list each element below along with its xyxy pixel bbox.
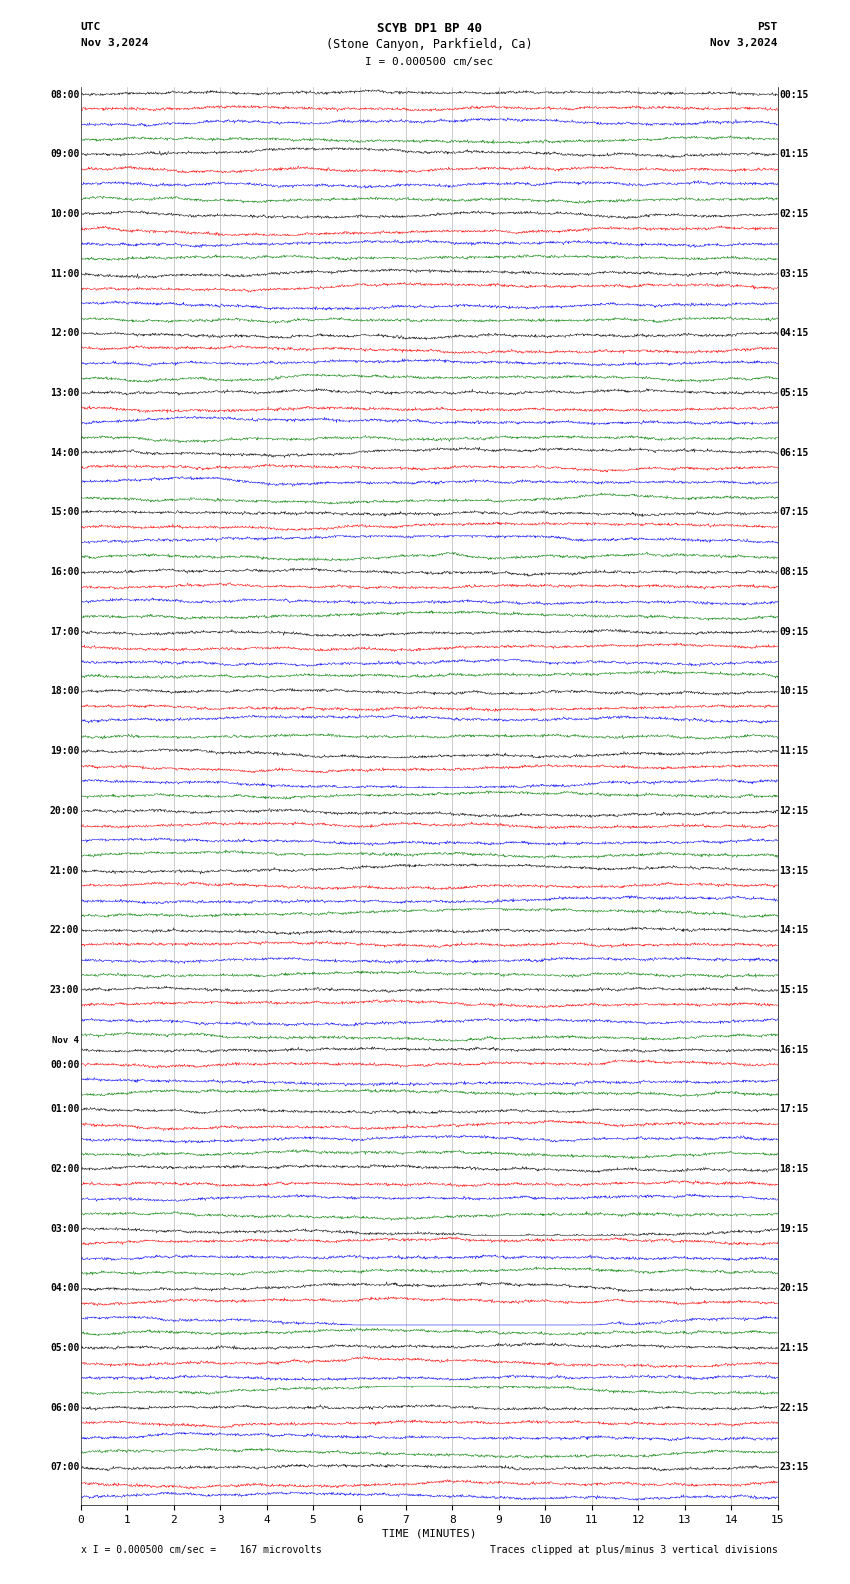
Text: 06:15: 06:15 <box>779 448 808 458</box>
Text: 15:15: 15:15 <box>779 985 808 995</box>
Text: 08:00: 08:00 <box>50 90 79 100</box>
Text: 16:15: 16:15 <box>779 1045 808 1055</box>
Text: 16:00: 16:00 <box>50 567 79 577</box>
Text: 07:00: 07:00 <box>50 1462 79 1473</box>
Text: 02:00: 02:00 <box>50 1164 79 1174</box>
Text: 12:00: 12:00 <box>50 328 79 339</box>
Text: 01:00: 01:00 <box>50 1104 79 1114</box>
Text: I = 0.000500 cm/sec: I = 0.000500 cm/sec <box>366 57 493 67</box>
Text: 15:00: 15:00 <box>50 507 79 518</box>
Text: 22:00: 22:00 <box>50 925 79 935</box>
Text: 04:15: 04:15 <box>779 328 808 339</box>
Text: Nov 3,2024: Nov 3,2024 <box>81 38 148 48</box>
Text: 06:00: 06:00 <box>50 1403 79 1413</box>
Text: 14:00: 14:00 <box>50 448 79 458</box>
Text: 19:15: 19:15 <box>779 1224 808 1234</box>
Text: 23:00: 23:00 <box>50 985 79 995</box>
Text: 05:15: 05:15 <box>779 388 808 398</box>
Text: Nov 3,2024: Nov 3,2024 <box>711 38 778 48</box>
Text: 11:00: 11:00 <box>50 269 79 279</box>
Text: x I = 0.000500 cm/sec =    167 microvolts: x I = 0.000500 cm/sec = 167 microvolts <box>81 1546 321 1555</box>
Text: SCYB DP1 BP 40: SCYB DP1 BP 40 <box>377 22 482 35</box>
Text: 17:15: 17:15 <box>779 1104 808 1114</box>
Text: 18:00: 18:00 <box>50 686 79 697</box>
Text: 13:00: 13:00 <box>50 388 79 398</box>
Text: 21:15: 21:15 <box>779 1343 808 1353</box>
Text: 09:15: 09:15 <box>779 627 808 637</box>
Text: 11:15: 11:15 <box>779 746 808 756</box>
Text: 22:15: 22:15 <box>779 1403 808 1413</box>
Text: 13:15: 13:15 <box>779 865 808 876</box>
Text: 00:15: 00:15 <box>779 90 808 100</box>
Text: Traces clipped at plus/minus 3 vertical divisions: Traces clipped at plus/minus 3 vertical … <box>490 1546 778 1555</box>
Text: (Stone Canyon, Parkfield, Ca): (Stone Canyon, Parkfield, Ca) <box>326 38 533 51</box>
Text: PST: PST <box>757 22 778 32</box>
Text: 14:15: 14:15 <box>779 925 808 935</box>
Text: 01:15: 01:15 <box>779 149 808 160</box>
Text: 08:15: 08:15 <box>779 567 808 577</box>
Text: 19:00: 19:00 <box>50 746 79 756</box>
Text: 09:00: 09:00 <box>50 149 79 160</box>
Text: 07:15: 07:15 <box>779 507 808 518</box>
Text: 18:15: 18:15 <box>779 1164 808 1174</box>
Text: 21:00: 21:00 <box>50 865 79 876</box>
Text: 23:15: 23:15 <box>779 1462 808 1473</box>
Text: 02:15: 02:15 <box>779 209 808 219</box>
Text: 12:15: 12:15 <box>779 806 808 816</box>
Text: 17:00: 17:00 <box>50 627 79 637</box>
X-axis label: TIME (MINUTES): TIME (MINUTES) <box>382 1529 477 1538</box>
Text: 10:15: 10:15 <box>779 686 808 697</box>
Text: 05:00: 05:00 <box>50 1343 79 1353</box>
Text: 03:15: 03:15 <box>779 269 808 279</box>
Text: 00:00: 00:00 <box>50 1060 79 1069</box>
Text: 20:15: 20:15 <box>779 1283 808 1294</box>
Text: UTC: UTC <box>81 22 101 32</box>
Text: 20:00: 20:00 <box>50 806 79 816</box>
Text: 03:00: 03:00 <box>50 1224 79 1234</box>
Text: 04:00: 04:00 <box>50 1283 79 1294</box>
Text: 10:00: 10:00 <box>50 209 79 219</box>
Text: Nov 4: Nov 4 <box>53 1036 79 1045</box>
